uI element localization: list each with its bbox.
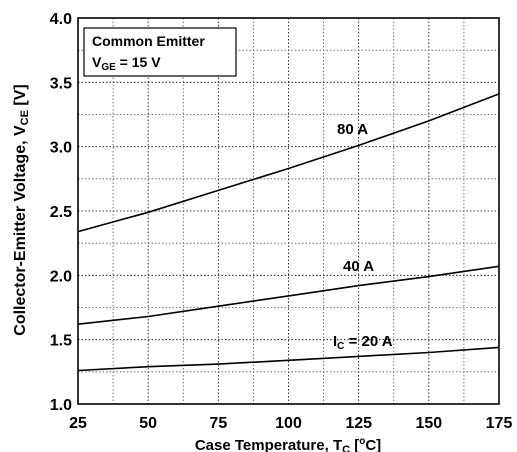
- y-tick-label: 1.5: [50, 333, 72, 350]
- series-layer: [77, 93, 500, 372]
- x-tick-label: 75: [209, 415, 227, 432]
- y-tick-label: 3.5: [50, 75, 72, 92]
- series-80a-line: [77, 93, 500, 233]
- y-tick-labels: 1.0 1.5 2.0 2.5 3.0 3.5 4.0: [50, 11, 72, 414]
- series-label-20a: IC = 20 A: [333, 333, 393, 352]
- series-label-80a: 80 A: [337, 121, 368, 138]
- series-labels: 80 A 40 A IC = 20 A: [333, 121, 393, 352]
- legend-line-1: Common Emitter: [92, 33, 205, 49]
- x-tick-label: 50: [139, 415, 157, 432]
- series-40a-line: [77, 265, 500, 325]
- y-tick-label: 2.5: [50, 204, 72, 221]
- plot-frame: [77, 17, 500, 405]
- y-tick-label: 4.0: [50, 11, 72, 28]
- x-tick-label: 175: [486, 415, 513, 432]
- x-tick-label: 150: [415, 415, 442, 432]
- x-tick-label: 25: [69, 415, 87, 432]
- x-tick-label: 125: [345, 415, 372, 432]
- series-20a-line: [77, 346, 500, 372]
- y-tick-label: 2.0: [50, 268, 72, 285]
- legend-box: [83, 27, 237, 77]
- x-axis-title: Case Temperature, TC [oC]: [195, 436, 381, 452]
- grid: [78, 18, 499, 404]
- y-axis-title: Collector-Emitter Voltage, VCE [V]: [12, 84, 31, 335]
- x-tick-labels: 25 50 75 100 125 150 175: [69, 415, 512, 432]
- x-tick-label: 100: [275, 415, 302, 432]
- legend-line-2: VGE = 15 V: [92, 54, 161, 73]
- series-label-40a: 40 A: [343, 258, 374, 275]
- y-tick-label: 1.0: [50, 397, 72, 414]
- y-tick-label: 3.0: [50, 140, 72, 157]
